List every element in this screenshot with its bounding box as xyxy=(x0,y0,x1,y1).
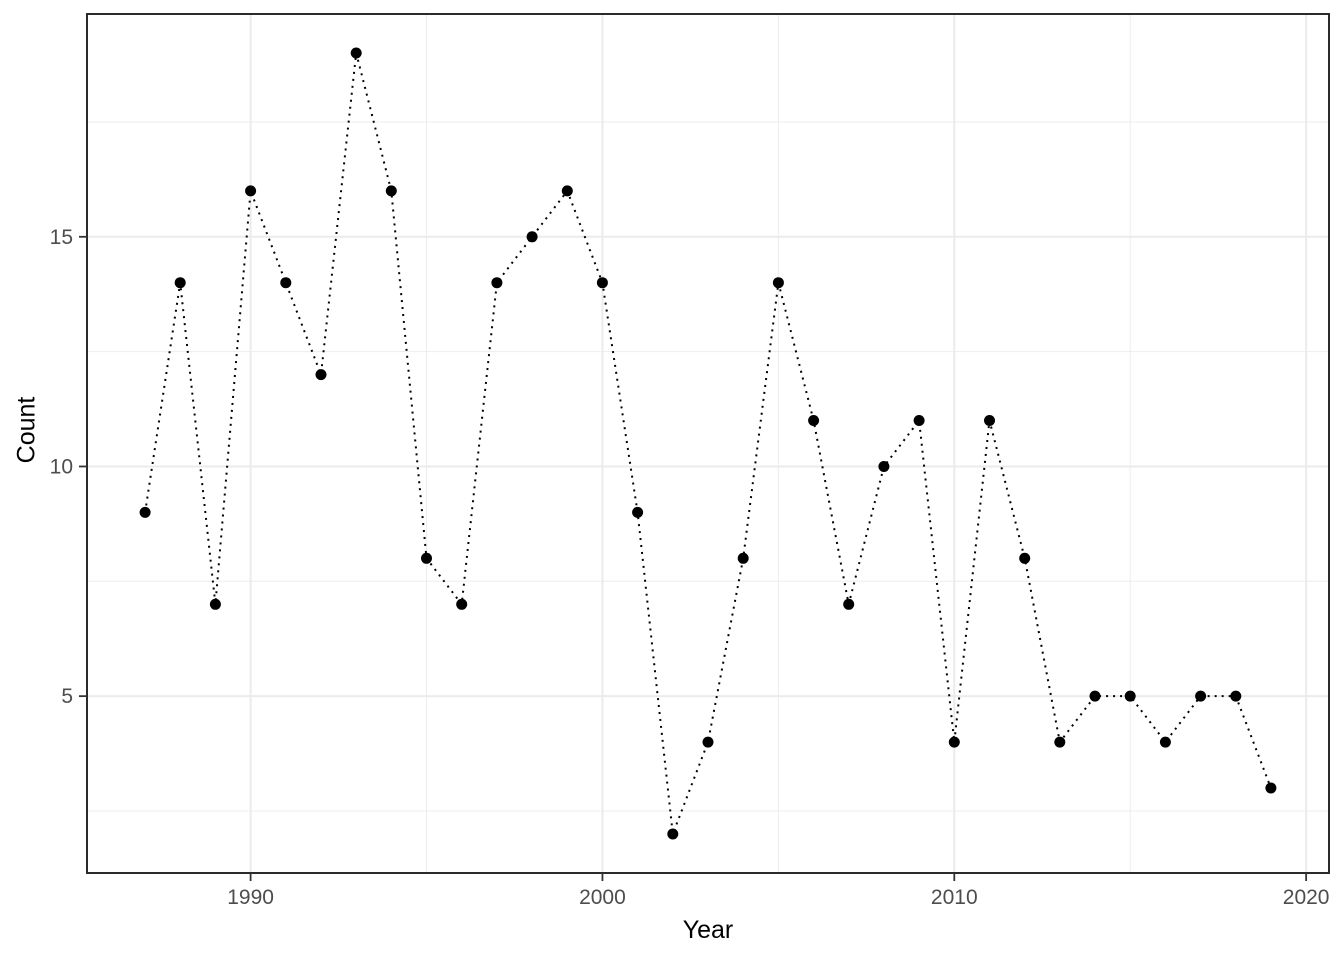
data-point xyxy=(667,828,679,840)
data-point xyxy=(702,736,714,748)
data-point xyxy=(1230,690,1242,702)
data-point xyxy=(808,415,820,426)
x-axis-title: Year xyxy=(682,916,734,944)
data-point xyxy=(385,185,397,197)
data-point xyxy=(456,598,468,610)
data-point xyxy=(245,185,257,197)
data-point xyxy=(737,552,749,564)
data-point xyxy=(878,461,890,472)
y-axis-title: Count xyxy=(12,396,41,464)
data-point xyxy=(772,277,784,289)
data-point xyxy=(843,598,855,610)
data-point xyxy=(315,369,327,381)
data-point xyxy=(174,277,186,289)
data-point xyxy=(1089,690,1101,702)
x-tick-label: 2010 xyxy=(931,886,978,909)
data-point xyxy=(421,552,432,564)
data-point xyxy=(632,506,644,518)
data-point xyxy=(1019,552,1031,564)
y-tick-label: 5 xyxy=(61,685,73,708)
data-point xyxy=(1195,690,1207,702)
data-point xyxy=(209,598,221,610)
data-point xyxy=(948,736,960,748)
data-point xyxy=(596,277,608,289)
panel-background xyxy=(87,14,1329,873)
data-point xyxy=(280,277,292,289)
data-point xyxy=(984,415,995,426)
y-tick-label: 15 xyxy=(50,226,73,249)
x-tick-label: 2020 xyxy=(1283,886,1330,909)
data-point xyxy=(1159,736,1171,748)
data-point xyxy=(1054,736,1066,748)
data-point xyxy=(1124,690,1136,702)
data-point xyxy=(1265,782,1277,794)
data-point xyxy=(561,185,573,197)
data-line xyxy=(144,52,1272,835)
data-point xyxy=(139,506,151,518)
data-point xyxy=(526,231,538,243)
x-tick-label: 2000 xyxy=(579,886,626,909)
data-point xyxy=(350,47,362,59)
x-tick-label: 1990 xyxy=(227,886,274,909)
data-point xyxy=(491,277,503,289)
y-tick-label: 10 xyxy=(50,455,73,478)
panel-border xyxy=(86,13,1330,874)
data-point xyxy=(913,415,925,426)
